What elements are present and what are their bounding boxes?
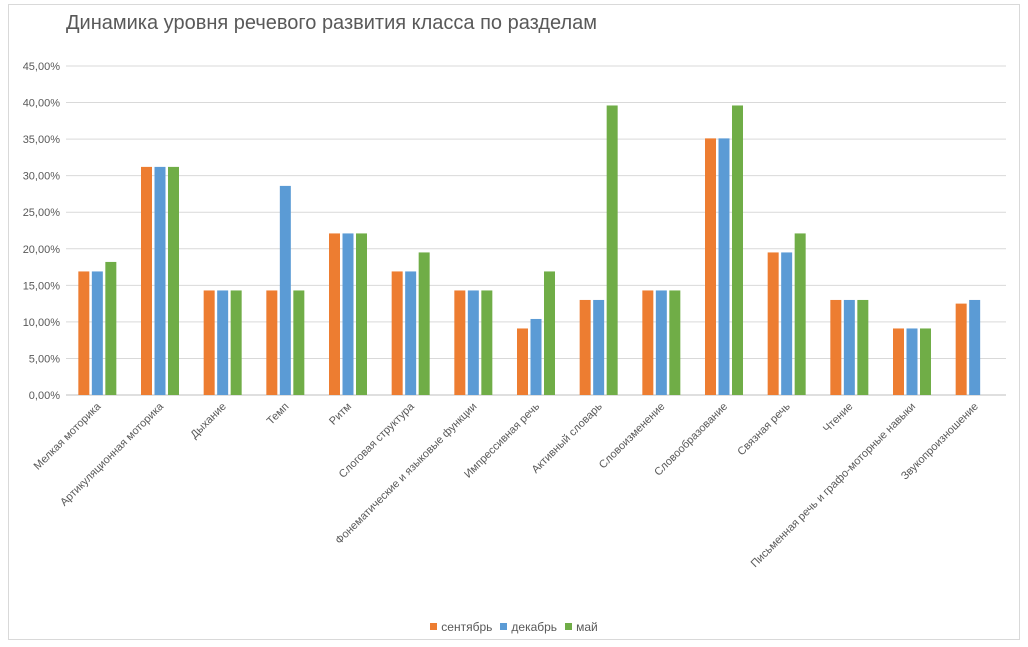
bar-декабрь bbox=[593, 299, 605, 395]
x-tick-label: Мелкая моторика bbox=[32, 400, 104, 472]
y-tick-label: 30,00% bbox=[23, 171, 61, 183]
y-tick-label: 35,00% bbox=[23, 134, 61, 146]
legend-swatch bbox=[565, 623, 573, 630]
bar-сентябрь bbox=[329, 233, 340, 395]
x-tick-label: Дыхание bbox=[188, 401, 228, 441]
x-tick-label: Темп bbox=[265, 401, 292, 428]
x-tick-label: Словоизменение bbox=[597, 401, 668, 472]
bar-сентябрь bbox=[642, 290, 654, 395]
x-tick-label: Фонематические и языковые функции bbox=[333, 401, 479, 547]
bar-сентябрь bbox=[579, 299, 591, 395]
y-tick-label: 5,00% bbox=[29, 353, 60, 365]
y-tick-label: 20,00% bbox=[23, 244, 61, 256]
y-tick-label: 15,00% bbox=[23, 280, 61, 292]
bar-май bbox=[920, 328, 931, 395]
legend: сентябрь декабрь май bbox=[0, 619, 1028, 634]
bar-май bbox=[732, 105, 743, 395]
bar-сентябрь bbox=[203, 290, 215, 395]
bar-сентябрь bbox=[767, 252, 779, 395]
bar-декабрь bbox=[342, 233, 354, 395]
legend-item-декабрь: декабрь bbox=[500, 620, 557, 634]
bar-сентябрь bbox=[391, 271, 403, 395]
bar-май bbox=[168, 166, 179, 395]
y-axis-tick-labels: 0,00% 5,00% 10,00% 15,00% 20,00% 25,00% 30,00%… bbox=[23, 61, 61, 402]
x-tick-label: Активный словарь bbox=[530, 400, 605, 475]
bars bbox=[78, 105, 981, 395]
bar-декабрь bbox=[781, 252, 793, 395]
bar-май bbox=[669, 290, 681, 395]
bar-сентябрь bbox=[830, 299, 842, 395]
bar-май bbox=[293, 290, 305, 395]
y-tick-label: 45,00% bbox=[23, 61, 61, 73]
bar-декабрь bbox=[405, 271, 417, 395]
bar-май bbox=[857, 299, 869, 395]
bar-декабрь bbox=[655, 290, 667, 395]
bar-май bbox=[230, 290, 242, 395]
bar-декабрь bbox=[969, 299, 981, 395]
bar-декабрь bbox=[530, 318, 542, 395]
legend-label: сентябрь bbox=[441, 619, 493, 634]
bar-сентябрь bbox=[705, 138, 716, 395]
bar-май bbox=[794, 233, 806, 395]
bar-декабрь bbox=[217, 290, 229, 395]
y-tick-label: 10,00% bbox=[23, 317, 61, 329]
bar-декабрь bbox=[906, 328, 918, 395]
legend-label: май bbox=[576, 619, 598, 634]
bar-май bbox=[105, 261, 117, 395]
x-tick-label: Чтение bbox=[821, 401, 855, 435]
bar-май bbox=[356, 233, 367, 395]
legend-swatch bbox=[430, 623, 438, 630]
bar-декабрь bbox=[467, 290, 479, 395]
x-tick-label: Артикуляционная моторика bbox=[58, 400, 167, 509]
legend-label: декабрь bbox=[511, 619, 558, 634]
legend-item-сентябрь: сентябрь bbox=[430, 620, 492, 634]
bar-сентябрь bbox=[454, 290, 466, 395]
bar-май bbox=[544, 271, 555, 395]
bar-май bbox=[418, 252, 430, 395]
y-tick-label: 0,00% bbox=[29, 390, 60, 402]
bar-сентябрь bbox=[78, 271, 90, 395]
bar-май bbox=[481, 290, 493, 395]
chart-title: Динамика уровня речевого развития класса… bbox=[66, 12, 598, 34]
bar-декабрь bbox=[91, 271, 103, 395]
bar-декабрь bbox=[279, 185, 291, 395]
bar-сентябрь bbox=[266, 290, 278, 395]
x-tick-label: Ритм bbox=[327, 401, 354, 428]
bar-декабрь bbox=[718, 138, 730, 395]
bar-сентябрь bbox=[893, 328, 904, 395]
legend-swatch bbox=[500, 623, 508, 630]
y-tick-label: 25,00% bbox=[23, 207, 61, 219]
bar-декабрь bbox=[843, 299, 855, 395]
bar-сентябрь bbox=[955, 303, 967, 395]
bar-декабрь bbox=[154, 166, 166, 395]
y-tick-label: 40,00% bbox=[23, 98, 61, 110]
legend-item-май: май bbox=[565, 620, 598, 634]
bar-май bbox=[606, 105, 618, 395]
bar-сентябрь bbox=[141, 166, 152, 395]
x-tick-label: Связная речь bbox=[735, 400, 793, 458]
bar-сентябрь bbox=[517, 328, 528, 395]
